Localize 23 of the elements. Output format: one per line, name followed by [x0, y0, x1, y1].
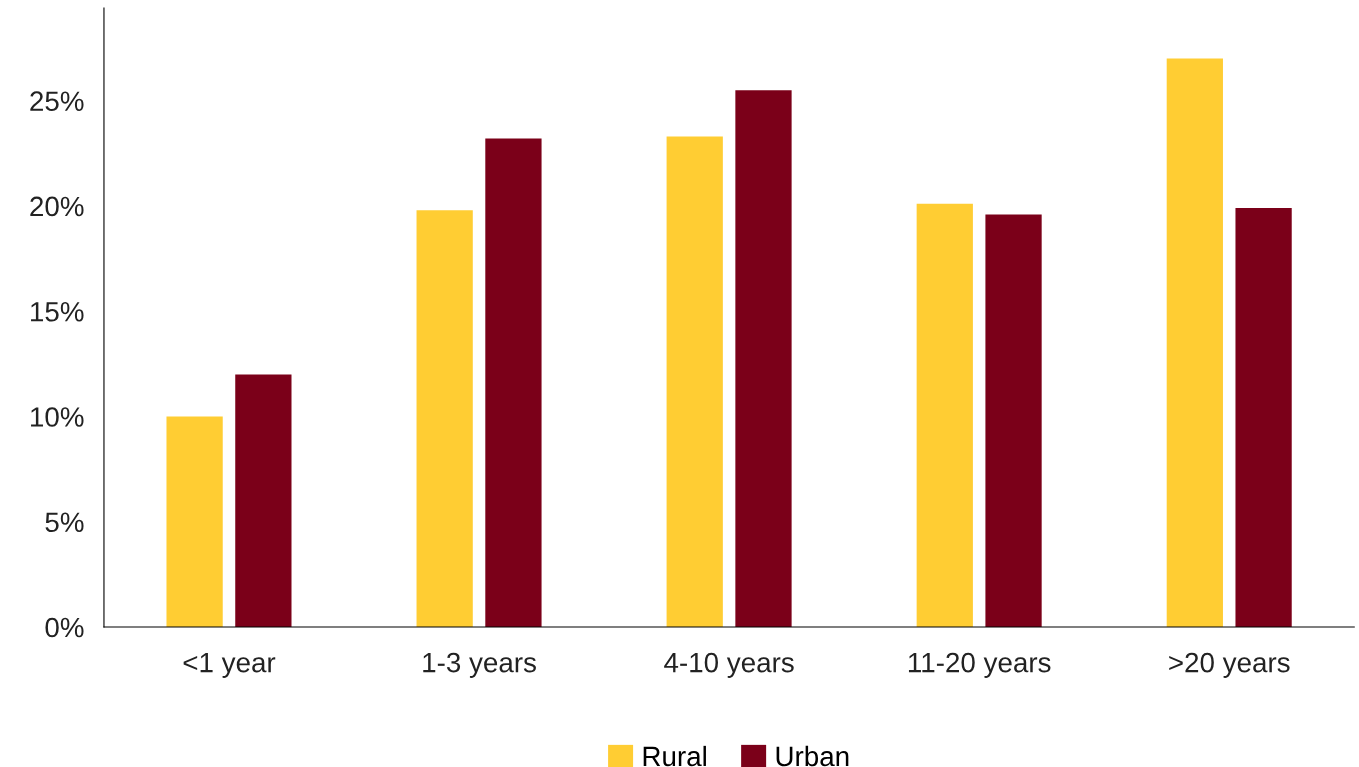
y-tick-label: 0%	[45, 617, 84, 638]
x-tick-label: >20 years	[1169, 652, 1290, 678]
bar	[985, 214, 1042, 628]
y-tick-label: 10%	[31, 407, 84, 427]
bar	[1166, 58, 1223, 628]
bar	[1235, 208, 1292, 628]
bar	[916, 203, 973, 628]
x-tick-label: 11-20 years	[908, 652, 1051, 678]
bar	[735, 90, 792, 628]
x-tick-label: 4-10 years	[664, 652, 794, 678]
bar	[666, 136, 723, 628]
x-tick-label: <1 year	[183, 653, 276, 678]
y-tick-label: 25%	[30, 91, 84, 112]
x-tick-label: 1-3 years	[423, 652, 536, 678]
bar	[485, 138, 542, 628]
legend-label: Urban	[776, 745, 849, 767]
y-tick-label: 15%	[31, 302, 84, 322]
y-tick-label: 5%	[45, 512, 84, 533]
bar	[416, 210, 473, 628]
legend-label: Rural	[643, 745, 706, 767]
bar	[235, 374, 292, 628]
y-tick-label: 20%	[30, 196, 84, 217]
bar	[166, 416, 223, 628]
